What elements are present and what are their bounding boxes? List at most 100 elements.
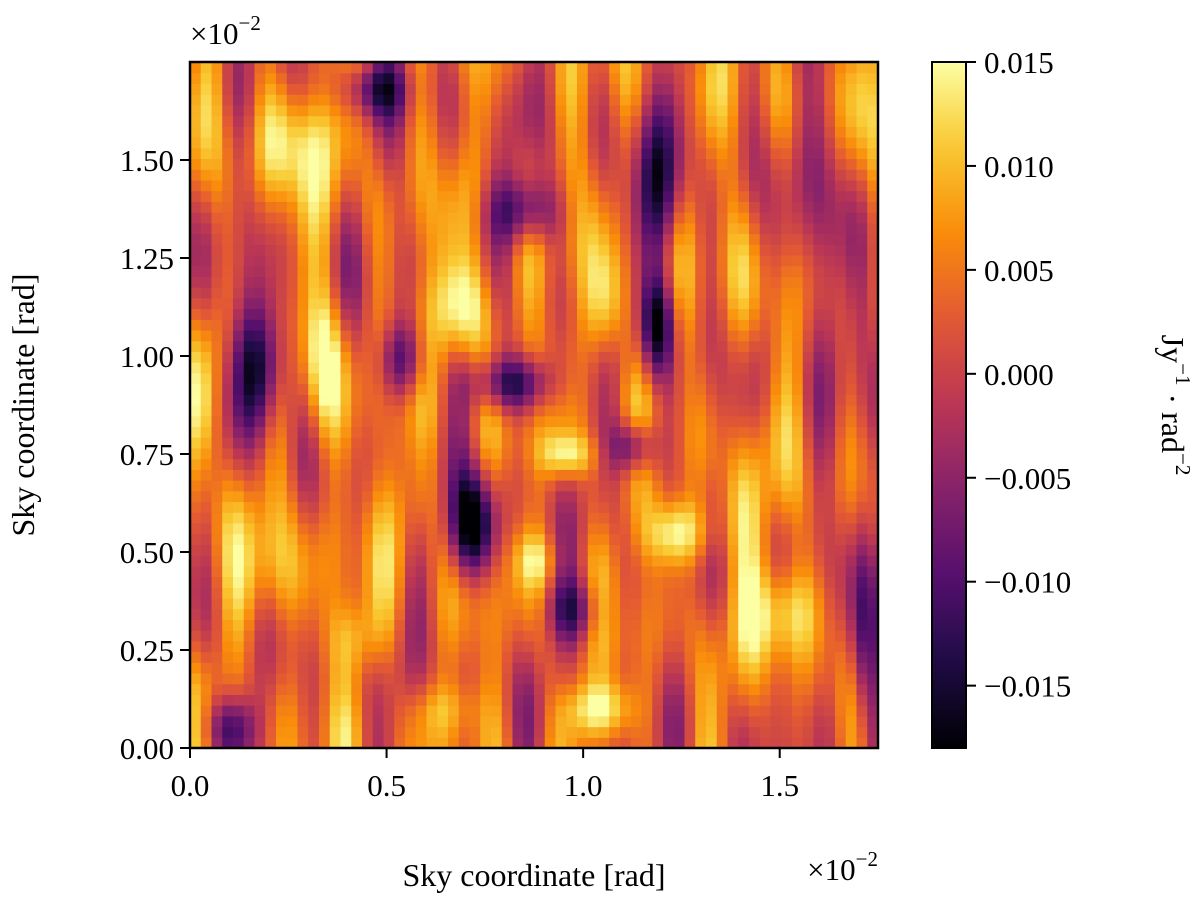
heatmap-cell [749, 565, 761, 578]
heatmap-cell [437, 329, 449, 342]
heatmap-cell [265, 490, 277, 503]
heatmap-cell [716, 254, 729, 267]
heatmap-cell [845, 651, 858, 663]
heatmap-cell [609, 308, 621, 320]
heatmap-cell [394, 447, 406, 460]
heatmap-cell [856, 415, 868, 428]
heatmap-cell [684, 737, 696, 749]
heatmap-cell [867, 233, 879, 245]
heatmap-cell [372, 94, 385, 106]
heatmap-cell [329, 651, 342, 663]
heatmap-cell [437, 522, 449, 535]
heatmap-cell [867, 683, 879, 696]
heatmap-cell [351, 469, 363, 481]
heatmap-cell [738, 405, 750, 417]
heatmap-cell [792, 190, 804, 202]
heatmap-cell [254, 394, 266, 406]
heatmap-cell [340, 630, 352, 642]
heatmap-cell [383, 726, 395, 738]
heatmap-cell [243, 715, 256, 728]
heatmap-cell [770, 715, 782, 728]
heatmap-cell [491, 254, 503, 267]
heatmap-cell [609, 222, 621, 235]
heatmap-cell [845, 565, 858, 578]
heatmap-cell [598, 437, 610, 449]
heatmap-cell [415, 179, 428, 192]
heatmap-cell [319, 179, 331, 192]
heatmap-cell [480, 147, 492, 160]
heatmap-cell [276, 104, 288, 117]
heatmap-cell [867, 694, 879, 706]
heatmap-cell [749, 597, 761, 610]
heatmap-cell [491, 426, 503, 438]
heatmap-cell [469, 169, 481, 181]
heatmap-cell [577, 415, 589, 428]
heatmap-cell [845, 297, 858, 310]
heatmap-cell [577, 254, 589, 267]
heatmap-cell [265, 533, 277, 545]
heatmap-cell [362, 447, 374, 460]
heatmap-cell [405, 640, 417, 653]
heatmap-cell [641, 190, 653, 202]
heatmap-cell [491, 147, 503, 160]
heatmap-cell [190, 630, 202, 642]
heatmap-cell [211, 94, 223, 106]
heatmap-cell [544, 490, 557, 503]
heatmap-cell [190, 490, 202, 503]
heatmap-cell [663, 737, 675, 749]
heatmap-cell [351, 426, 363, 438]
heatmap-cell [577, 115, 589, 127]
x-axis-label: Sky coordinate [rad] [402, 857, 665, 893]
heatmap-cell [824, 415, 836, 428]
heatmap-cell [265, 672, 277, 685]
heatmap-cell [383, 480, 395, 492]
heatmap-cell [544, 201, 557, 213]
heatmap-cell [523, 608, 535, 620]
heatmap-cell [813, 104, 825, 117]
heatmap-cell [276, 533, 288, 545]
heatmap-cell [469, 565, 481, 578]
heatmap-cell [233, 72, 245, 85]
heatmap-cell [329, 179, 342, 192]
heatmap-cell [394, 372, 406, 385]
heatmap-cell [211, 254, 223, 267]
heatmap-cell [587, 533, 600, 545]
heatmap-cell [362, 72, 374, 85]
heatmap-cell [405, 179, 417, 192]
heatmap-cell [458, 190, 471, 202]
heatmap-cell [781, 480, 793, 492]
heatmap-cell [577, 555, 589, 567]
heatmap-cell [233, 490, 245, 503]
heatmap-cell [641, 104, 653, 117]
heatmap-cell [609, 522, 621, 535]
heatmap-cell [319, 340, 331, 353]
heatmap-cell [706, 672, 718, 685]
heatmap-cell [673, 683, 686, 696]
heatmap-cell [308, 308, 320, 320]
heatmap-cell [587, 555, 600, 567]
heatmap-cell [512, 640, 524, 653]
heatmap-cell [792, 437, 804, 449]
heatmap-cell [824, 265, 836, 277]
heatmap-cell [512, 254, 524, 267]
heatmap-cell [243, 608, 256, 620]
heatmap-cell [383, 62, 395, 74]
heatmap-cell [340, 608, 352, 620]
heatmap-cell [469, 340, 481, 353]
heatmap-cell [566, 501, 578, 513]
heatmap-cells [190, 62, 879, 749]
heatmap-cell [813, 705, 825, 717]
heatmap-cell [405, 630, 417, 642]
heatmap-cell [254, 72, 266, 85]
heatmap-cell [319, 147, 331, 160]
heatmap-cell [598, 62, 610, 74]
heatmap-cell [437, 555, 449, 567]
heatmap-cell [824, 437, 836, 449]
heatmap-cell [555, 147, 567, 160]
heatmap-cell [867, 426, 879, 438]
heatmap-cell [458, 437, 471, 449]
heatmap-cell [781, 308, 793, 320]
heatmap-cell [243, 222, 256, 235]
heatmap-cell [286, 469, 299, 481]
heatmap-cell [641, 94, 653, 106]
